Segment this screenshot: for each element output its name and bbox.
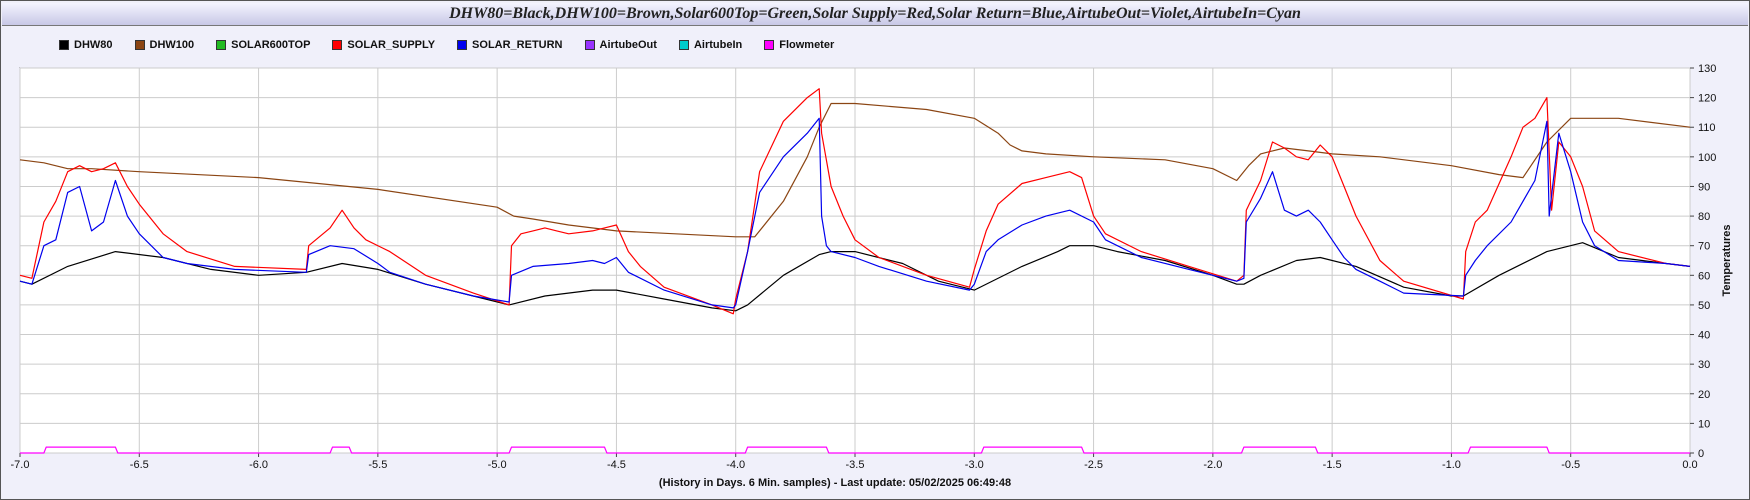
x-axis-label: (History in Days. 6 Min. samples) - Last…: [659, 477, 1011, 489]
legend-item: SOLAR600TOP: [216, 39, 310, 51]
legend-swatch: [584, 40, 595, 50]
legend-swatch: [332, 40, 343, 50]
legend-swatch: [216, 40, 227, 50]
legend-label: AirtubeOut: [599, 39, 657, 51]
legend-item: SOLAR_SUPPLY: [332, 39, 435, 51]
y-tick-label: 30: [1698, 359, 1710, 371]
legend-item: DHW100: [134, 39, 195, 51]
legend-item: AirtubeOut: [584, 39, 657, 51]
x-tick-label: -1.5: [1323, 459, 1342, 471]
series-line-dhw80: [19, 242, 1691, 312]
y-tick-label: 40: [1698, 330, 1710, 342]
y-tick-label: 50: [1698, 300, 1710, 312]
x-tick-label: -6.0: [249, 459, 268, 471]
x-tick-label: 0.0: [1682, 459, 1697, 471]
legend-swatch: [764, 40, 775, 50]
legend-label: DHW100: [149, 39, 195, 51]
legend-item: DHW80: [59, 39, 113, 51]
legend-label: SOLAR_RETURN: [472, 39, 563, 51]
legend-label: AirtubeIn: [693, 39, 743, 51]
y-tick-label: 60: [1698, 270, 1710, 282]
x-tick-label: -4.0: [726, 459, 745, 471]
x-tick-label: -4.5: [607, 459, 626, 471]
x-tick-label: -2.5: [1084, 459, 1103, 471]
x-tick-label: -6.5: [130, 459, 149, 471]
y-axis-label: Temperatures: [1721, 225, 1733, 297]
legend-item: SOLAR_RETURN: [457, 39, 563, 51]
title-bar: DHW80=Black,DHW100=Brown,Solar600Top=Gre…: [2, 3, 1748, 26]
legend-item: Flowmeter: [764, 39, 834, 51]
legend-label: Flowmeter: [779, 39, 835, 51]
legend-label: DHW80: [74, 39, 113, 51]
x-tick-label: -1.0: [1442, 459, 1461, 471]
legend-label: SOLAR_SUPPLY: [347, 39, 436, 51]
x-tick-label: -2.0: [1203, 459, 1222, 471]
y-tick-label: 120: [1698, 93, 1716, 105]
x-tick-label: -7.0: [11, 459, 30, 471]
series-line-solar-return: [19, 117, 1691, 309]
y-tick-label: 100: [1698, 152, 1716, 164]
legend-swatch: [678, 40, 689, 50]
x-tick-label: -5.5: [368, 459, 387, 471]
chart-title: DHW80=Black,DHW100=Brown,Solar600Top=Gre…: [449, 5, 1301, 22]
legend-swatch: [457, 40, 468, 50]
y-tick-label: 80: [1698, 211, 1710, 223]
series-line-flowmeter: [20, 446, 1690, 454]
legend-swatch: [134, 40, 145, 50]
series-line-dhw100: [19, 102, 1691, 238]
y-tick-label: 10: [1698, 418, 1710, 430]
legend-label: SOLAR600TOP: [231, 39, 311, 51]
y-tick-label: 110: [1698, 122, 1716, 134]
y-tick-label: 20: [1698, 389, 1710, 401]
x-tick-label: -5.0: [488, 459, 507, 471]
y-tick-label: 0: [1698, 448, 1704, 460]
y-tick-label: 90: [1698, 181, 1710, 193]
y-tick-label: 130: [1698, 63, 1716, 75]
legend-swatch: [59, 40, 69, 50]
legend: DHW80 DHW100 SOLAR600TOP SOLAR_SUPPLY SOLAR_…: [59, 37, 856, 53]
y-tick-label: 70: [1698, 241, 1710, 253]
x-tick-label: -0.5: [1561, 459, 1580, 471]
x-tick-label: -3.5: [846, 459, 865, 471]
legend-item: AirtubeIn: [678, 39, 743, 51]
x-tick-label: -3.0: [965, 459, 984, 471]
